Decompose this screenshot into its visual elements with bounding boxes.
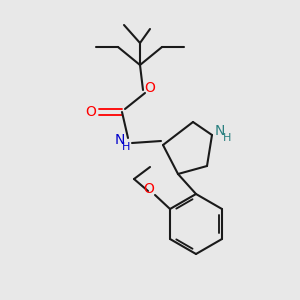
Text: N: N bbox=[115, 133, 125, 147]
Text: O: O bbox=[144, 182, 154, 196]
Text: N: N bbox=[215, 124, 225, 138]
Text: O: O bbox=[145, 81, 155, 95]
Text: O: O bbox=[85, 105, 96, 119]
Text: H: H bbox=[122, 142, 130, 152]
Text: H: H bbox=[223, 133, 231, 143]
